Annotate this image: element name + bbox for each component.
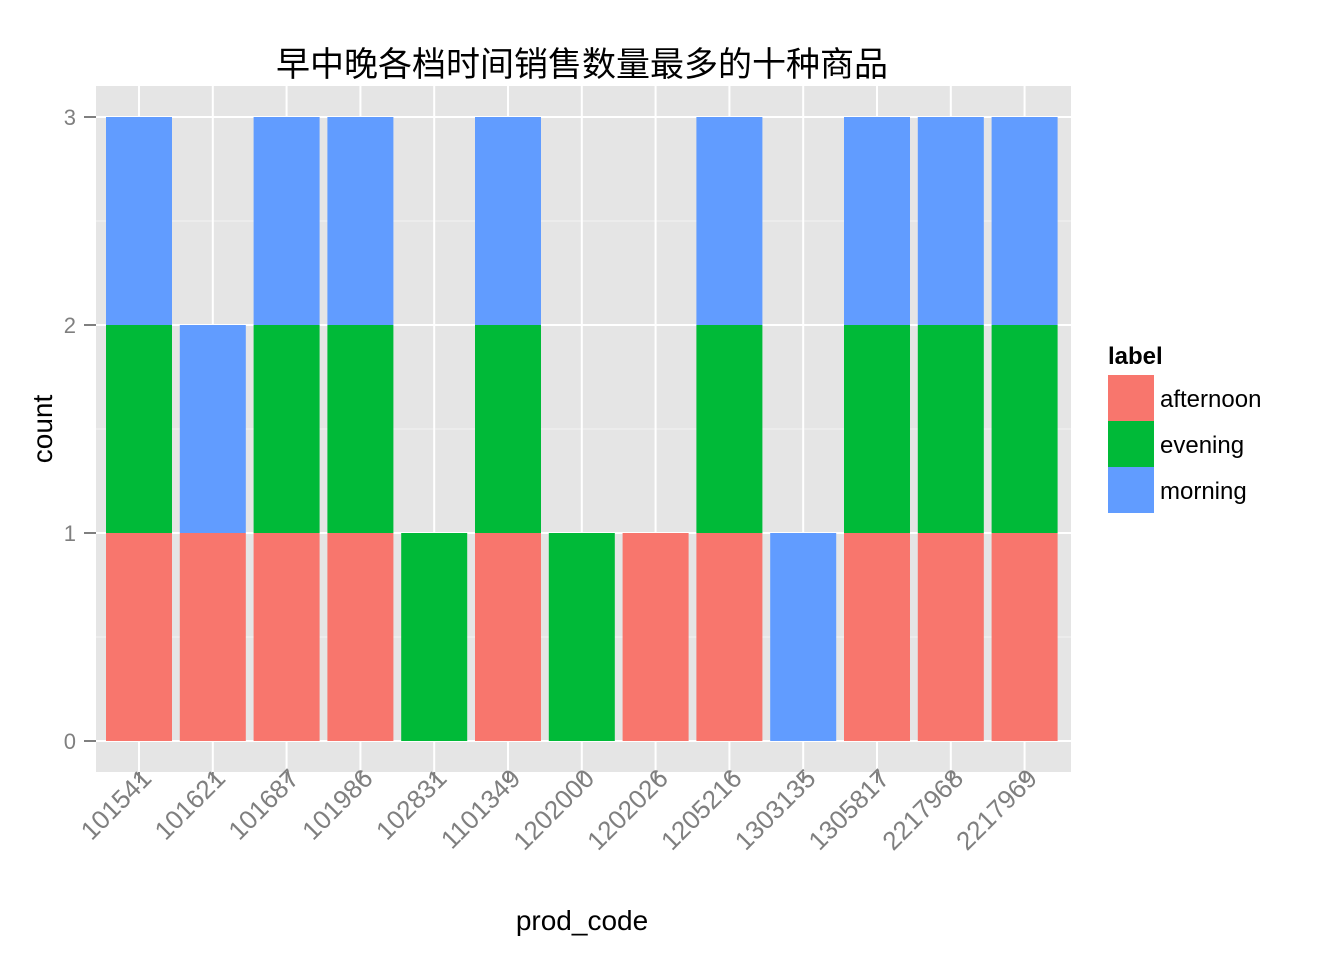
bar-evening-101541 (106, 325, 172, 533)
x-tick-label: 1202026 (581, 763, 674, 856)
bar-afternoon-1205216 (696, 533, 763, 741)
x-tick-label: 1202000 (507, 763, 600, 856)
chart-title: 早中晚各档时间销售数量最多的十种商品 (276, 45, 888, 85)
y-tick-label: 0 (64, 729, 76, 754)
y-tick-label: 3 (64, 105, 76, 130)
bar-evening-1305817 (844, 325, 910, 533)
legend-swatch-evening (1108, 421, 1154, 467)
y-tick-label: 2 (64, 313, 76, 338)
bar-evening-1202000 (548, 533, 615, 741)
x-axis-title: prod_code (516, 905, 648, 936)
x-tick-label: 2217969 (950, 763, 1043, 856)
bar-afternoon-2217968 (917, 533, 984, 741)
legend-title: label (1108, 343, 1163, 370)
bar-morning-1205216 (696, 117, 763, 325)
bar-morning-101687 (253, 117, 320, 325)
bar-morning-1305817 (844, 117, 910, 325)
bar-morning-1303135 (770, 533, 837, 741)
bar-afternoon-1202026 (622, 533, 689, 741)
bar-afternoon-2217969 (991, 533, 1058, 741)
x-tick-label: 101687 (222, 763, 305, 846)
bar-afternoon-101621 (179, 533, 246, 741)
x-tick-label: 1205216 (655, 763, 748, 856)
y-tick-label: 1 (64, 521, 76, 546)
legend: label afternoon evening morning (1108, 343, 1261, 513)
legend-label-evening: evening (1160, 432, 1244, 459)
bar-morning-101541 (106, 117, 172, 325)
bar-morning-2217968 (917, 117, 984, 325)
bar-evening-102831 (401, 533, 468, 741)
x-tick-label: 1305817 (802, 763, 895, 856)
x-tick-label: 2217968 (876, 763, 969, 856)
y-axis-title: count (27, 395, 58, 464)
y-axis-ticks: 0 1 2 3 (64, 105, 96, 754)
bar-morning-2217969 (991, 117, 1058, 325)
bar-morning-1101349 (475, 117, 541, 325)
bar-afternoon-1305817 (844, 533, 910, 741)
bar-evening-2217968 (917, 325, 984, 533)
bar-evening-1101349 (475, 325, 541, 533)
bar-evening-101687 (253, 325, 320, 533)
legend-swatch-morning (1108, 467, 1154, 513)
legend-label-morning: morning (1160, 478, 1247, 505)
bar-morning-101621 (179, 325, 246, 533)
x-tick-label: 101986 (296, 763, 379, 846)
bar-afternoon-101541 (106, 533, 172, 741)
bar-evening-1205216 (696, 325, 763, 533)
x-axis-ticks: 1015411016211016871019861028311101349120… (75, 763, 1043, 856)
bar-evening-101986 (327, 325, 394, 533)
legend-label-afternoon: afternoon (1160, 386, 1261, 413)
bar-afternoon-1101349 (475, 533, 541, 741)
bar-afternoon-101986 (327, 533, 394, 741)
legend-swatch-afternoon (1108, 375, 1154, 421)
x-tick-label: 101541 (75, 763, 158, 846)
bar-morning-101986 (327, 117, 394, 325)
x-tick-label: 1303135 (729, 763, 822, 856)
x-tick-label: 101621 (148, 763, 231, 846)
bar-afternoon-101687 (253, 533, 320, 741)
bar-evening-2217969 (991, 325, 1058, 533)
bars (106, 117, 1058, 741)
